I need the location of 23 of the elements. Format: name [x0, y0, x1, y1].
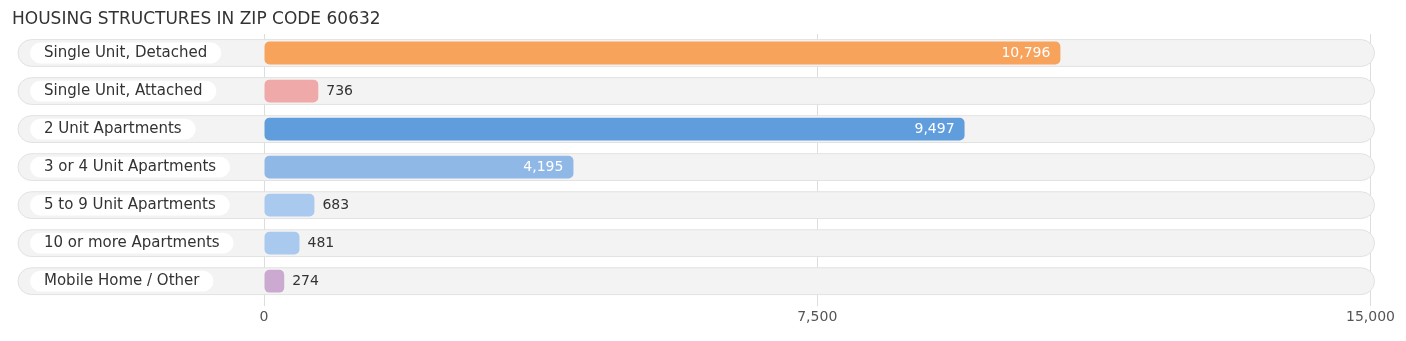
- data-label: 274: [292, 271, 320, 288]
- y-tick-label: 3 or 4 Unit Apartments: [44, 156, 217, 175]
- y-tick-label: Mobile Home / Other: [44, 271, 201, 290]
- y-tick-label: 10 or more Apartments: [44, 233, 220, 252]
- y-tick-label: 2 Unit Apartments: [44, 118, 182, 137]
- bar: [264, 193, 315, 217]
- data-label: 683: [322, 195, 350, 212]
- data-label: 4,195: [523, 157, 564, 174]
- data-label: 9,497: [914, 119, 955, 136]
- chart-title: HOUSING STRUCTURES IN ZIP CODE 60632: [12, 8, 382, 28]
- bar: [264, 231, 300, 255]
- x-tick-label: 7,500: [797, 308, 838, 325]
- data-label: 481: [307, 233, 335, 250]
- bar: [264, 79, 319, 103]
- bar: [264, 155, 574, 179]
- x-tick-label: 15,000: [1346, 308, 1396, 325]
- y-tick-label: Single Unit, Attached: [44, 80, 203, 99]
- bar: [264, 269, 285, 293]
- y-tick-label: 5 to 9 Unit Apartments: [44, 195, 216, 214]
- x-tick-label: 0: [259, 308, 269, 325]
- y-tick-label: Single Unit, Detached: [44, 42, 208, 61]
- data-label: 736: [326, 81, 354, 98]
- data-label: 10,796: [1001, 43, 1051, 60]
